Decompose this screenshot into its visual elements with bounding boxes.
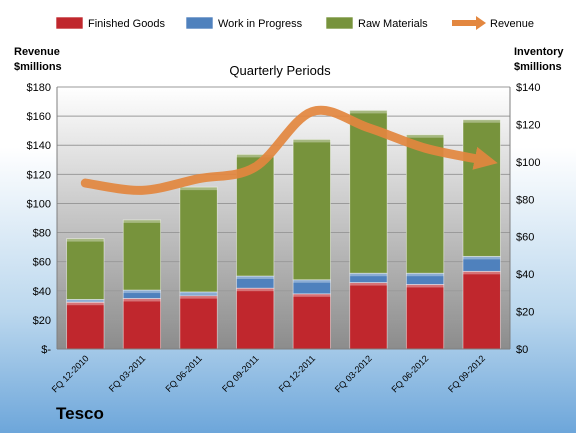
x-tick-label: FQ 03-2012 xyxy=(333,353,374,394)
right-axis-label-line1: Inventory xyxy=(514,46,564,58)
left-tick-label: $- xyxy=(41,344,51,356)
left-tick-label: $20 xyxy=(33,315,51,327)
left-tick-label: $120 xyxy=(27,169,51,181)
x-tick-label: FQ 06-2012 xyxy=(389,353,430,394)
x-tick-label: FQ 09-2011 xyxy=(220,353,261,394)
legend-swatch-work-in-progress xyxy=(185,16,214,30)
left-tick-label: $180 xyxy=(27,82,51,94)
bar-segment-raw-materials xyxy=(349,109,388,274)
bar-segment-finished-goods xyxy=(236,287,275,350)
left-axis-label-line1: Revenue xyxy=(14,46,60,58)
left-tick-label: $40 xyxy=(33,286,51,298)
left-tick-label: $80 xyxy=(33,228,51,240)
bar-highlight xyxy=(406,134,444,138)
legend-swatch-finished-goods xyxy=(55,16,84,30)
bar-highlight xyxy=(179,291,218,295)
bar-highlight xyxy=(406,273,444,277)
bar-highlight xyxy=(66,238,104,242)
bar-segment-raw-materials xyxy=(179,186,218,293)
right-tick-label: $100 xyxy=(516,157,540,169)
bar-highlight xyxy=(463,256,501,260)
right-tick-label: $40 xyxy=(516,269,534,281)
x-tick-label: FQ 12-2010 xyxy=(50,353,91,394)
bar-segment-raw-materials xyxy=(66,238,105,300)
bar-highlight xyxy=(349,273,388,277)
bar-segment-finished-goods xyxy=(179,295,218,350)
chart-title: Quarterly Periods xyxy=(229,63,331,78)
bar-highlight xyxy=(406,284,444,288)
legend-label-work-in-progress: Work in Progress xyxy=(218,18,303,30)
legend-swatch-raw-materials xyxy=(325,16,354,30)
bar-highlight xyxy=(293,293,331,297)
right-tick-label: $20 xyxy=(516,307,534,319)
legend-label-raw-materials: Raw Materials xyxy=(358,18,428,30)
left-axis-label-line2: $millions xyxy=(14,61,62,73)
bar-highlight xyxy=(293,279,331,283)
bar-segment-finished-goods xyxy=(349,282,388,350)
bar-highlight xyxy=(463,271,501,275)
left-tick-label: $100 xyxy=(27,198,51,210)
bar-highlight xyxy=(293,139,331,143)
right-tick-label: $60 xyxy=(516,232,534,244)
x-tick-label: FQ 12-2011 xyxy=(277,353,318,394)
bar-segment-raw-materials xyxy=(462,119,501,257)
right-axis-label-line2: $millions xyxy=(514,61,562,73)
bar-segment-finished-goods xyxy=(462,270,501,350)
bar-segment-raw-materials xyxy=(292,138,331,281)
company-name: Tesco xyxy=(56,404,104,423)
bar-highlight xyxy=(463,119,501,123)
bar-segment-finished-goods xyxy=(122,298,162,350)
bar-highlight xyxy=(236,276,274,280)
revenue-line xyxy=(80,105,498,195)
bar-highlight xyxy=(349,110,388,114)
legend-label-finished-goods: Finished Goods xyxy=(88,18,166,30)
left-tick-label: $60 xyxy=(33,257,51,269)
legend-arrow-icon xyxy=(476,16,486,30)
right-tick-label: $0 xyxy=(516,344,528,356)
bar-highlight xyxy=(66,302,104,306)
bar-segment-raw-materials xyxy=(405,134,445,274)
bar-segment-finished-goods xyxy=(66,301,105,350)
x-tick-label: FQ 03-2011 xyxy=(107,353,148,394)
bar-highlight xyxy=(123,219,161,223)
bar-highlight xyxy=(179,187,218,191)
bar-highlight xyxy=(179,295,218,299)
bar-highlight xyxy=(236,288,274,292)
bar-highlight xyxy=(123,298,161,302)
right-tick-label: $80 xyxy=(516,194,534,206)
bar-segment-finished-goods xyxy=(292,293,331,350)
legend-label-revenue: Revenue xyxy=(490,18,534,30)
x-tick-label: FQ 06-2011 xyxy=(163,353,204,394)
bar-highlight xyxy=(236,154,274,158)
left-tick-label: $140 xyxy=(27,140,51,152)
bar-highlight xyxy=(123,290,161,294)
right-tick-label: $140 xyxy=(516,82,540,94)
x-tick-label: FQ 09-2012 xyxy=(446,353,487,394)
bar-highlight xyxy=(349,282,388,286)
left-tick-label: $160 xyxy=(27,111,51,123)
bar-segment-raw-materials xyxy=(122,219,162,291)
bar-highlight xyxy=(66,299,104,303)
right-tick-label: $120 xyxy=(516,119,540,131)
bar-segment-finished-goods xyxy=(405,284,445,350)
